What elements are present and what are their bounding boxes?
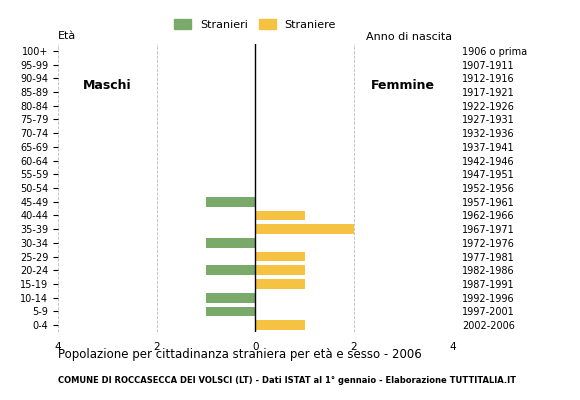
Text: COMUNE DI ROCCASECCA DEI VOLSCI (LT) - Dati ISTAT al 1° gennaio - Elaborazione T: COMUNE DI ROCCASECCA DEI VOLSCI (LT) - D… (58, 376, 516, 385)
Bar (206, 197, 255, 206)
Bar (255, 320, 304, 330)
Bar (255, 279, 304, 289)
Bar (206, 307, 255, 316)
Bar (206, 293, 255, 302)
Text: Età: Età (58, 31, 76, 41)
Bar (255, 252, 304, 261)
Text: Maschi: Maschi (83, 79, 132, 92)
Bar (255, 224, 354, 234)
Text: Anno di nascita: Anno di nascita (367, 32, 452, 42)
Text: Femmine: Femmine (371, 79, 435, 92)
Text: Popolazione per cittadinanza straniera per età e sesso - 2006: Popolazione per cittadinanza straniera p… (58, 348, 422, 361)
Bar (255, 266, 304, 275)
Bar (206, 238, 255, 248)
Bar (255, 211, 304, 220)
Legend: Stranieri, Straniere: Stranieri, Straniere (170, 15, 340, 35)
Bar (206, 266, 255, 275)
